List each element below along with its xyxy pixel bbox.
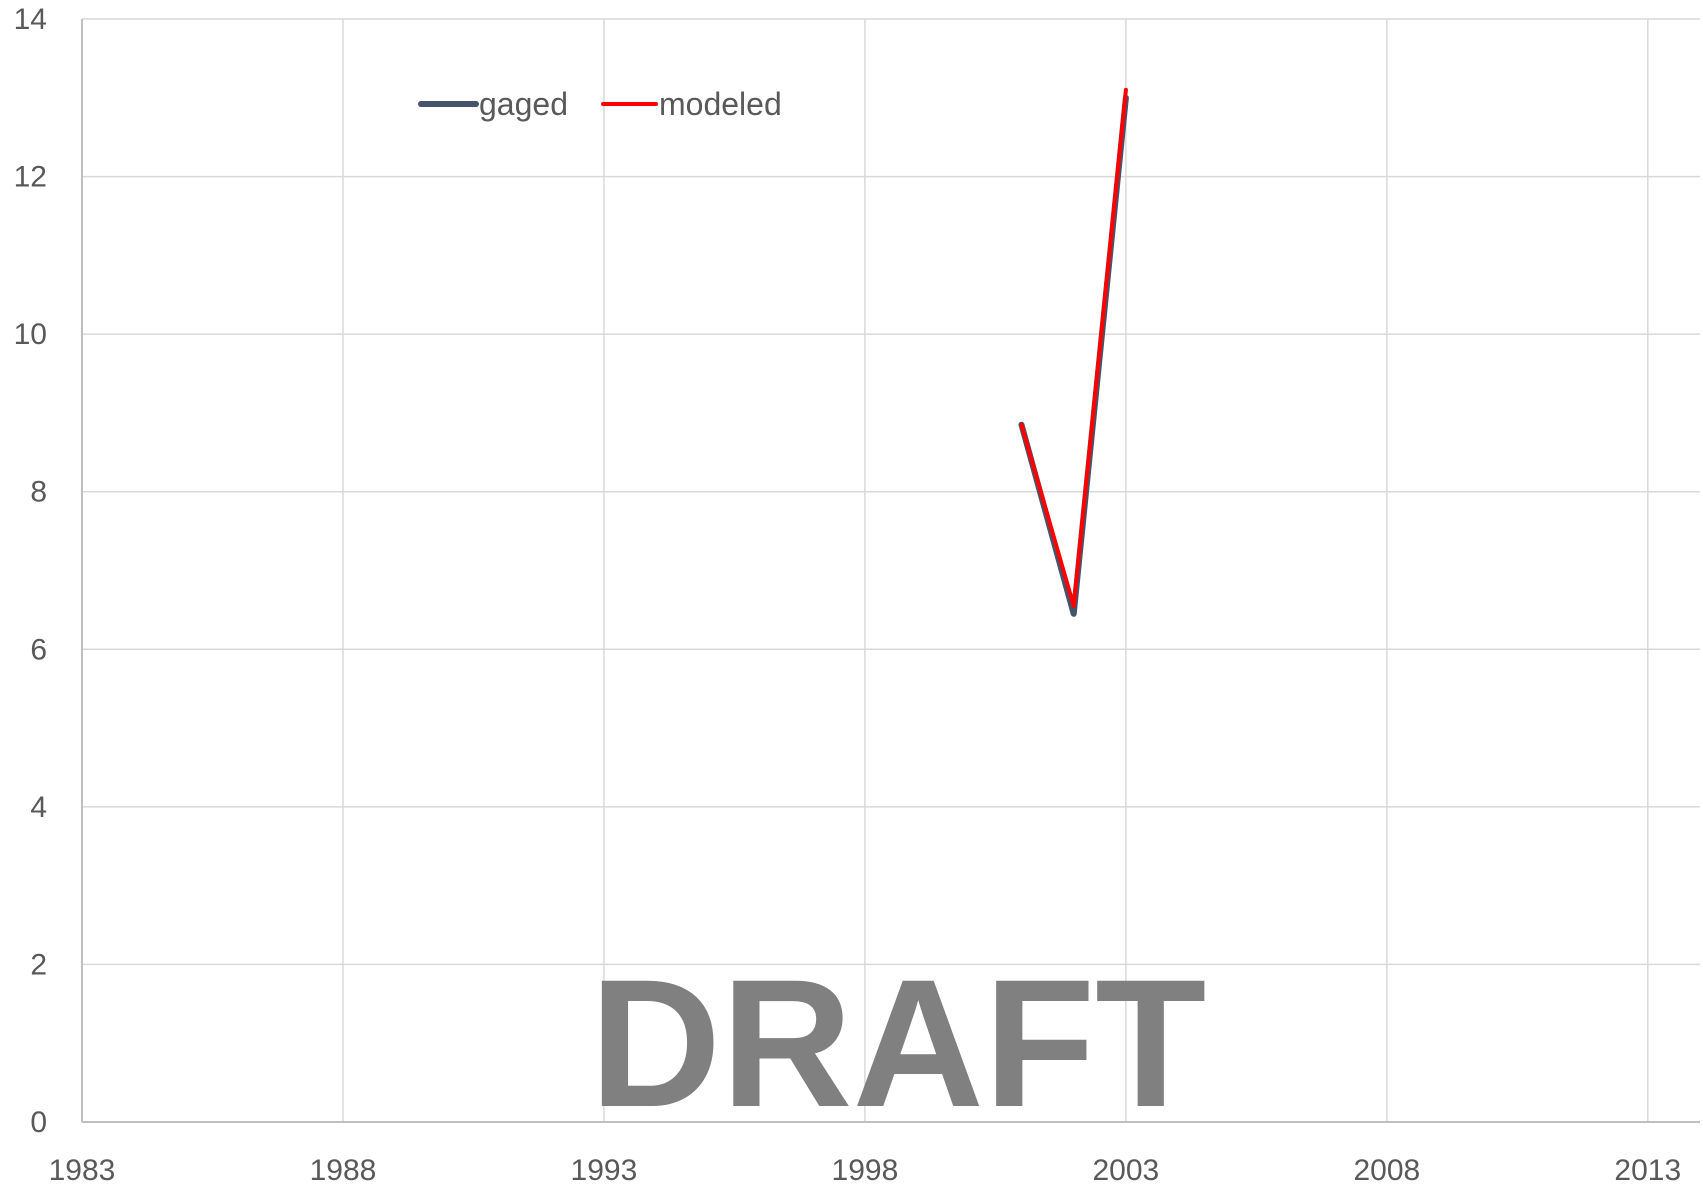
- legend-label-modeled: modeled: [659, 86, 782, 122]
- series-line-gaged: [1018, 94, 1129, 617]
- y-tick-label: 8: [30, 476, 47, 509]
- axes: [81, 19, 1700, 1123]
- x-tick-label: 1998: [832, 1154, 899, 1186]
- x-tick-label: 1988: [310, 1154, 377, 1186]
- y-tick-label: 4: [30, 791, 47, 824]
- series-line-modeled: [1019, 87, 1128, 608]
- y-tick-label: 10: [14, 318, 47, 351]
- x-axis-tick-labels: 1983 1988 1993 1998 2003 2008 2013: [49, 1154, 1682, 1186]
- y-axis-tick-labels: 0 2 4 6 8 10 12 14: [14, 3, 47, 1139]
- legend-item-gaged: gaged: [418, 86, 568, 122]
- x-tick-label: 1983: [49, 1154, 116, 1186]
- x-tick-label: 1993: [571, 1154, 638, 1186]
- y-tick-label: 0: [30, 1106, 47, 1139]
- legend-label-gaged: gaged: [479, 86, 568, 122]
- x-tick-label: 2013: [1614, 1154, 1681, 1186]
- gridlines: [82, 18, 1700, 1122]
- series-lines: [1018, 87, 1129, 617]
- x-tick-label: 2003: [1092, 1154, 1159, 1186]
- legend: gaged modeled: [418, 86, 782, 122]
- x-tick-label: 2008: [1353, 1154, 1420, 1186]
- y-tick-label: 14: [14, 3, 47, 36]
- y-tick-label: 12: [14, 161, 47, 194]
- legend-item-modeled: modeled: [601, 86, 782, 122]
- y-tick-label: 6: [30, 633, 47, 666]
- draft-watermark: DRAFT: [590, 941, 1207, 1145]
- y-tick-label: 2: [30, 948, 47, 981]
